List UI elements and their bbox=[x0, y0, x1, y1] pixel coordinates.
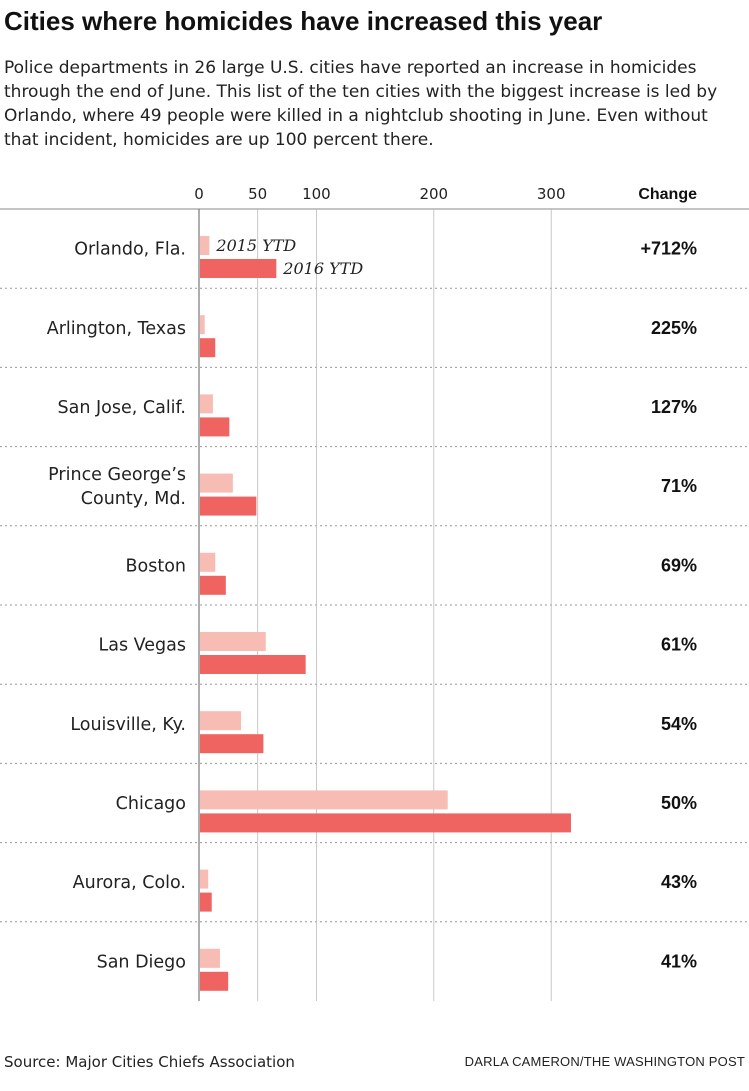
city-label: San Diego bbox=[97, 952, 186, 972]
city-label: Louisville, Ky. bbox=[70, 715, 186, 735]
x-tick-label: 50 bbox=[248, 185, 267, 203]
bar-2015-ytd bbox=[200, 711, 242, 731]
change-value: 54% bbox=[661, 714, 697, 734]
change-value: 71% bbox=[661, 476, 697, 496]
series-label-2016: 2016 YTD bbox=[282, 259, 363, 278]
bar-2016-ytd bbox=[200, 655, 306, 674]
change-value: 41% bbox=[661, 951, 697, 971]
bar-2015-ytd bbox=[200, 236, 210, 255]
bar-2016-ytd bbox=[200, 259, 277, 278]
change-value: 69% bbox=[661, 555, 697, 575]
bar-2016-ytd bbox=[200, 496, 257, 516]
city-label: Orlando, Fla. bbox=[74, 240, 186, 260]
bar-2015-ytd bbox=[200, 315, 205, 335]
change-value: 50% bbox=[661, 793, 697, 813]
bar-2015-ytd bbox=[200, 394, 213, 414]
series-label-2015: 2015 YTD bbox=[215, 236, 296, 255]
city-label: Boston bbox=[126, 556, 187, 576]
change-value: 43% bbox=[661, 872, 697, 892]
change-value: 225% bbox=[651, 318, 697, 338]
city-label: Las Vegas bbox=[99, 636, 186, 656]
credit-line: DARLA CAMERON/THE WASHINGTON POST bbox=[464, 1054, 745, 1069]
bar-2015-ytd bbox=[200, 632, 266, 651]
bar-2015-ytd bbox=[200, 552, 216, 572]
city-label: Chicago bbox=[116, 794, 186, 814]
city-label: Prince George’s bbox=[48, 465, 186, 485]
bar-2016-ytd bbox=[200, 338, 216, 358]
bar-2016-ytd bbox=[200, 892, 212, 912]
change-value: 61% bbox=[661, 635, 697, 655]
change-value: +712% bbox=[640, 239, 697, 259]
change-value: 127% bbox=[651, 397, 697, 417]
bar-2016-ytd bbox=[200, 734, 264, 754]
x-tick-label: 0 bbox=[194, 185, 204, 203]
city-label: San Jose, Calif. bbox=[58, 398, 186, 418]
homicide-bar-chart: 0 50 100 200 300 Change Orlando, Fla. +712% 2015… bbox=[0, 185, 749, 1001]
bar-2015-ytd bbox=[200, 948, 220, 968]
x-tick-label: 300 bbox=[537, 185, 566, 203]
city-label: Aurora, Colo. bbox=[73, 873, 186, 893]
city-label: County, Md. bbox=[81, 489, 186, 509]
city-label: Arlington, Texas bbox=[47, 319, 186, 339]
chart-title: Cities where homicides have increased th… bbox=[4, 6, 603, 36]
source-note: Source: Major Cities Chiefs Association bbox=[4, 1053, 295, 1071]
chart-subtitle: Police departments in 26 large U.S. citi… bbox=[4, 58, 718, 150]
bar-2016-ytd bbox=[200, 575, 226, 595]
x-tick-label: 100 bbox=[302, 185, 331, 203]
change-column-header: Change bbox=[638, 186, 697, 203]
bar-2016-ytd bbox=[200, 417, 230, 437]
bar-2015-ytd bbox=[200, 790, 448, 810]
bar-2016-ytd bbox=[200, 813, 571, 833]
bar-2015-ytd bbox=[200, 869, 209, 889]
bar-2016-ytd bbox=[200, 971, 229, 991]
x-tick-label: 200 bbox=[419, 185, 448, 203]
bar-2015-ytd bbox=[200, 473, 233, 493]
